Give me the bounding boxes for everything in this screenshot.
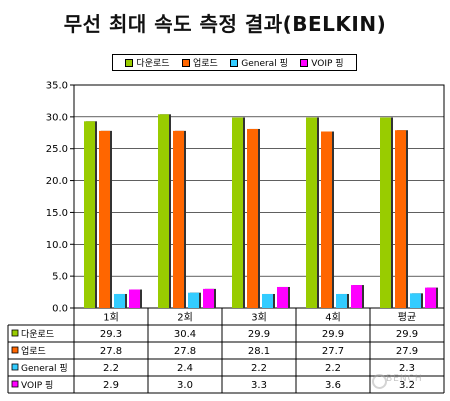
watermark-logo xyxy=(372,374,387,389)
bar-s1-c2 xyxy=(247,128,258,308)
table-swatch-2 xyxy=(11,363,19,371)
bar-s2-c1 xyxy=(188,292,199,308)
table-series-label-2: General 핑 xyxy=(21,363,68,374)
bar-s3-c3 xyxy=(351,285,362,308)
bar-s1-c3 xyxy=(321,131,332,308)
y-tick-label-3: 15.0 xyxy=(46,208,68,219)
legend-swatch-voip-ping xyxy=(300,58,309,67)
legend-item-upload: 업로드 xyxy=(181,56,218,69)
legend-swatch-upload xyxy=(181,58,190,67)
data-label-s1-c4: 27.9 xyxy=(396,346,418,357)
data-label-s1-c3: 27.7 xyxy=(322,346,344,357)
bar-s0-c0 xyxy=(84,121,95,309)
bar-s1-c0 xyxy=(99,130,110,308)
data-label-s0-c4: 29.9 xyxy=(396,329,418,340)
table-swatch-3 xyxy=(11,380,19,388)
data-label-s3-c1: 3.0 xyxy=(177,380,193,391)
data-label-s0-c2: 29.9 xyxy=(248,329,270,340)
bar-s0-c2 xyxy=(232,117,243,308)
bar-s3-c1 xyxy=(203,288,214,308)
data-label-s0-c1: 30.4 xyxy=(174,329,196,340)
category-label-3: 4회 xyxy=(325,312,341,324)
data-label-s2-c2: 2.2 xyxy=(251,363,267,374)
y-tick-label-5: 25.0 xyxy=(46,144,68,155)
data-label-s1-c1: 27.8 xyxy=(174,346,196,357)
bar-s2-c0 xyxy=(114,293,125,308)
watermark-text: BENCH xyxy=(386,374,423,384)
category-label-1: 2회 xyxy=(177,312,193,324)
bar-s2-c4 xyxy=(410,293,421,308)
legend-item-general-ping: General 핑 xyxy=(230,56,288,69)
table-swatch-1 xyxy=(11,346,19,354)
bar-s0-c1 xyxy=(158,114,169,309)
bar-s3-c4 xyxy=(425,287,436,308)
data-label-s2-c0: 2.2 xyxy=(103,363,119,374)
bar-s0-c4 xyxy=(380,117,391,308)
legend-swatch-download xyxy=(125,58,134,67)
legend-label-general-ping: General 핑 xyxy=(241,59,288,69)
legend-label-voip-ping: VOIP 핑 xyxy=(311,59,344,69)
legend-label-upload: 업로드 xyxy=(192,59,218,69)
data-label-s2-c3: 2.2 xyxy=(325,363,341,374)
table-series-label-1: 업로드 xyxy=(21,346,46,357)
legend-item-voip-ping: VOIP 핑 xyxy=(300,56,344,69)
bar-s0-c3 xyxy=(306,117,317,308)
category-label-0: 1회 xyxy=(103,312,119,324)
data-label-s0-c3: 29.9 xyxy=(322,329,344,340)
data-label-s3-c2: 3.3 xyxy=(251,380,267,391)
y-tick-label-7: 35.0 xyxy=(46,81,68,92)
y-tick-label-6: 30.0 xyxy=(46,112,68,123)
table-swatch-0 xyxy=(11,329,19,337)
y-tick-label-1: 5.0 xyxy=(52,272,68,283)
bar-s2-c2 xyxy=(262,293,273,308)
data-label-s3-c4: 3.2 xyxy=(399,380,415,391)
table-series-label-3: VOIP 핑 xyxy=(21,380,53,391)
chart-legend: 다운로드 업로드 General 핑 VOIP 핑 xyxy=(112,54,357,71)
table-series-label-0: 다운로드 xyxy=(21,329,54,340)
bar-s3-c0 xyxy=(129,289,140,308)
legend-item-download: 다운로드 xyxy=(125,56,170,69)
data-label-s2-c4: 2.3 xyxy=(399,363,415,374)
category-label-2: 3회 xyxy=(251,312,267,324)
y-tick-label-2: 10.0 xyxy=(46,240,68,251)
category-label-4: 평균 xyxy=(398,312,416,324)
y-tick-label-0: 0.0 xyxy=(52,304,68,315)
bar-s1-c1 xyxy=(173,130,184,308)
bar-s3-c2 xyxy=(277,286,288,308)
data-label-s0-c0: 29.3 xyxy=(100,329,122,340)
data-label-s2-c1: 2.4 xyxy=(177,363,193,374)
data-label-s1-c0: 27.8 xyxy=(100,346,122,357)
legend-swatch-general-ping xyxy=(230,58,239,67)
data-label-s3-c3: 3.6 xyxy=(325,380,341,391)
bar-s2-c3 xyxy=(336,293,347,308)
legend-label-download: 다운로드 xyxy=(136,59,170,69)
bar-s1-c4 xyxy=(395,130,406,308)
data-label-s3-c0: 2.9 xyxy=(103,380,119,391)
chart-title: 무선 최대 속도 측정 결과(BELKIN) xyxy=(63,12,387,36)
y-tick-label-4: 20.0 xyxy=(46,176,68,187)
data-label-s1-c2: 28.1 xyxy=(248,346,270,357)
